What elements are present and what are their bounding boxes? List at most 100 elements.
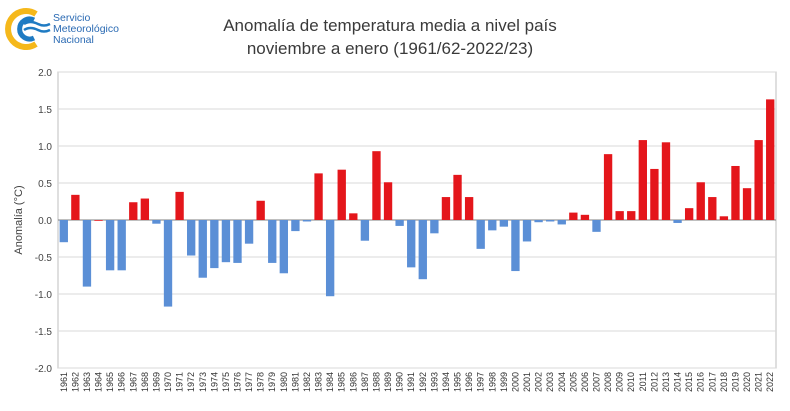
x-tick-label: 2012 — [649, 372, 659, 392]
bar — [94, 220, 103, 221]
bar — [569, 212, 578, 220]
bar — [499, 220, 509, 227]
bar — [152, 220, 161, 224]
bar — [638, 140, 647, 220]
x-tick-label: 1996 — [464, 372, 474, 392]
bar — [198, 220, 207, 278]
x-tick-label: 2001 — [522, 372, 532, 392]
y-tick-label: -1.5 — [35, 327, 53, 338]
x-tick-label: 1961 — [59, 372, 69, 392]
x-tick-label: 1968 — [140, 372, 150, 392]
bar — [337, 169, 346, 220]
bar — [754, 140, 763, 220]
chart-subtitle: noviembre a enero (1961/62-2022/23) — [246, 39, 534, 58]
bar — [117, 220, 126, 271]
x-tick-label: 1979 — [267, 372, 277, 392]
bar — [615, 211, 624, 220]
bar — [187, 220, 196, 256]
x-tick-label: 1964 — [94, 372, 104, 392]
x-tick-label: 2017 — [707, 372, 717, 392]
bar — [349, 213, 358, 220]
bar — [488, 220, 497, 231]
bar — [522, 220, 532, 242]
x-tick-label: 1986 — [348, 372, 358, 392]
x-tick-label: 2000 — [510, 372, 520, 392]
y-tick-label: 0.5 — [38, 179, 52, 190]
bar — [372, 151, 381, 220]
bar — [221, 220, 231, 263]
x-tick-label: 1999 — [499, 372, 509, 392]
x-tick-label: 1978 — [256, 372, 266, 392]
bar — [268, 220, 277, 263]
bar — [464, 197, 474, 220]
x-tick-label: 1995 — [453, 372, 463, 392]
x-tick-label: 1992 — [418, 372, 428, 392]
x-tick-label: 2008 — [603, 372, 613, 392]
x-tick-label: 1973 — [198, 372, 208, 392]
y-tick-label: -1.0 — [35, 290, 53, 301]
x-tick-label: 1998 — [487, 372, 497, 392]
bar — [59, 220, 68, 243]
smn-logo: Servicio Meteorológico Nacional — [4, 6, 134, 50]
bar — [546, 220, 555, 222]
bar — [244, 220, 254, 244]
bar — [661, 142, 671, 220]
y-tick-label: -2.0 — [35, 364, 53, 375]
x-tick-label: 2016 — [696, 372, 706, 392]
logo-text: Servicio Meteorológico Nacional — [53, 13, 119, 46]
x-tick-label: 2019 — [730, 372, 740, 392]
bar — [580, 214, 590, 220]
bar — [325, 220, 335, 297]
x-tick-label: 2009 — [615, 372, 625, 392]
bar — [627, 211, 636, 220]
x-tick-label: 2007 — [592, 372, 602, 392]
logo-line-3: Nacional — [53, 34, 94, 46]
chart-title: Anomalía de temperatura media a nivel pa… — [223, 16, 557, 35]
bar — [256, 200, 265, 220]
x-tick-label: 2006 — [580, 372, 590, 392]
x-tick-label: 2022 — [765, 372, 775, 392]
x-tick-label: 1985 — [337, 372, 347, 392]
bar — [708, 197, 717, 220]
x-tick-label: 1975 — [221, 372, 231, 392]
bar — [511, 220, 520, 272]
x-tick-label: 1974 — [209, 372, 219, 392]
x-tick-label: 1976 — [233, 372, 243, 392]
bar — [140, 198, 150, 220]
bar — [476, 220, 485, 249]
x-tick-label: 1972 — [186, 372, 196, 392]
bar — [534, 220, 543, 223]
bar — [279, 220, 288, 274]
x-tick-label: 1989 — [383, 372, 393, 392]
x-tick-label: 1980 — [279, 372, 289, 392]
bar — [742, 188, 752, 220]
y-tick-label: 2.0 — [38, 68, 52, 79]
x-tick-label: 1967 — [128, 372, 138, 392]
bar — [418, 220, 427, 280]
bar — [163, 220, 173, 307]
bar — [430, 220, 439, 234]
x-tick-label: 1988 — [371, 372, 381, 392]
y-tick-label: 1.5 — [38, 105, 52, 116]
bar — [650, 168, 659, 220]
x-tick-label: 1965 — [105, 372, 115, 392]
x-tick-label: 2002 — [534, 372, 544, 392]
bar — [82, 220, 92, 287]
bar — [291, 220, 300, 232]
bar — [592, 220, 601, 232]
x-tick-label: 1977 — [244, 372, 254, 392]
x-tick-label: 1997 — [476, 372, 486, 392]
x-tick-label: 1984 — [325, 372, 335, 392]
bar — [302, 220, 312, 222]
x-tick-label: 1990 — [395, 372, 405, 392]
bar — [129, 202, 138, 220]
x-tick-label: 1991 — [406, 372, 416, 392]
bar — [210, 220, 219, 269]
x-tick-label: 1983 — [314, 372, 324, 392]
x-tick-label: 1970 — [163, 372, 173, 392]
x-tick-label: 1987 — [360, 372, 370, 392]
bar — [360, 220, 370, 241]
x-tick-label: 1982 — [302, 372, 312, 392]
bar — [407, 220, 416, 268]
logo-line-1: Servicio — [53, 12, 91, 24]
